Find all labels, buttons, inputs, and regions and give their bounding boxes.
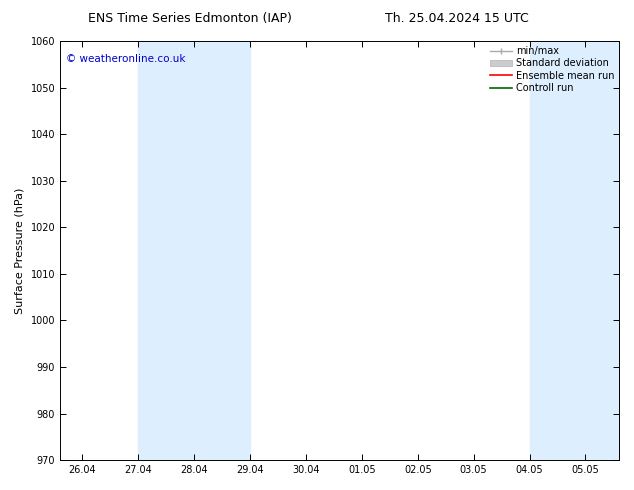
Bar (529, 41, 619, 460)
Bar (138, 41, 250, 460)
Text: © weatheronline.co.uk: © weatheronline.co.uk (66, 53, 185, 64)
Legend: min/max, Standard deviation, Ensemble mean run, Controll run: min/max, Standard deviation, Ensemble me… (488, 43, 617, 96)
Text: Th. 25.04.2024 15 UTC: Th. 25.04.2024 15 UTC (385, 12, 528, 25)
Y-axis label: Surface Pressure (hPa): Surface Pressure (hPa) (15, 187, 25, 314)
Text: ENS Time Series Edmonton (IAP): ENS Time Series Edmonton (IAP) (88, 12, 292, 25)
